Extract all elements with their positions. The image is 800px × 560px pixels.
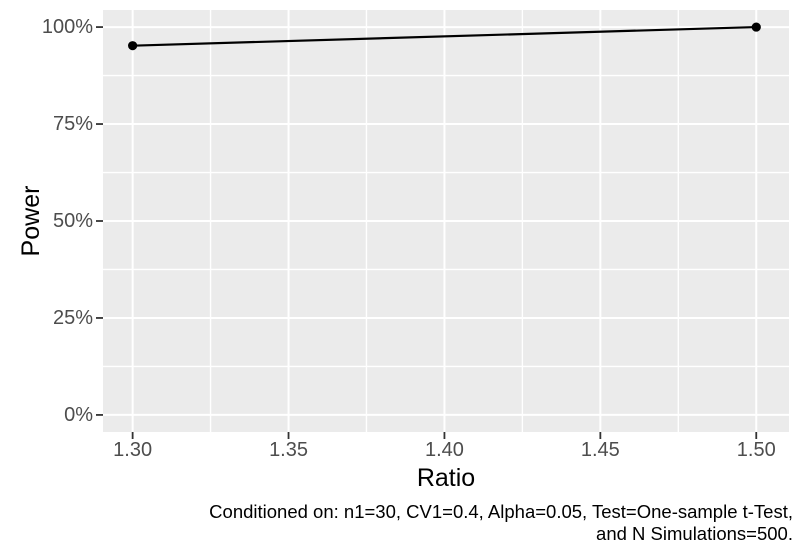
- x-tick-label: 1.45: [580, 439, 620, 461]
- data-point: [751, 22, 761, 32]
- plot-caption: Conditioned on: n1=30, CV1=0.4, Alpha=0.…: [209, 501, 793, 545]
- data-point: [128, 41, 138, 51]
- x-axis-title: Ratio: [416, 464, 476, 492]
- y-tick-label: 25%: [52, 306, 93, 329]
- x-tick-label: 1.35: [269, 439, 308, 461]
- x-tick-label: 1.30: [113, 439, 153, 461]
- y-tick-label: 100%: [41, 16, 93, 39]
- x-tick-label: 1.40: [424, 439, 464, 461]
- data-line: [132, 25, 757, 47]
- x-tick-label: 1.50: [736, 439, 776, 461]
- y-tick-label: 50%: [52, 210, 93, 232]
- y-tick-label: 75%: [52, 113, 93, 136]
- y-axis-title: Power: [17, 185, 45, 257]
- caption-line-1: Conditioned on: n1=30, CV1=0.4, Alpha=0.…: [209, 501, 793, 522]
- y-tick-label: 0%: [64, 403, 93, 426]
- caption-line-2: and N Simulations=500.: [596, 523, 793, 544]
